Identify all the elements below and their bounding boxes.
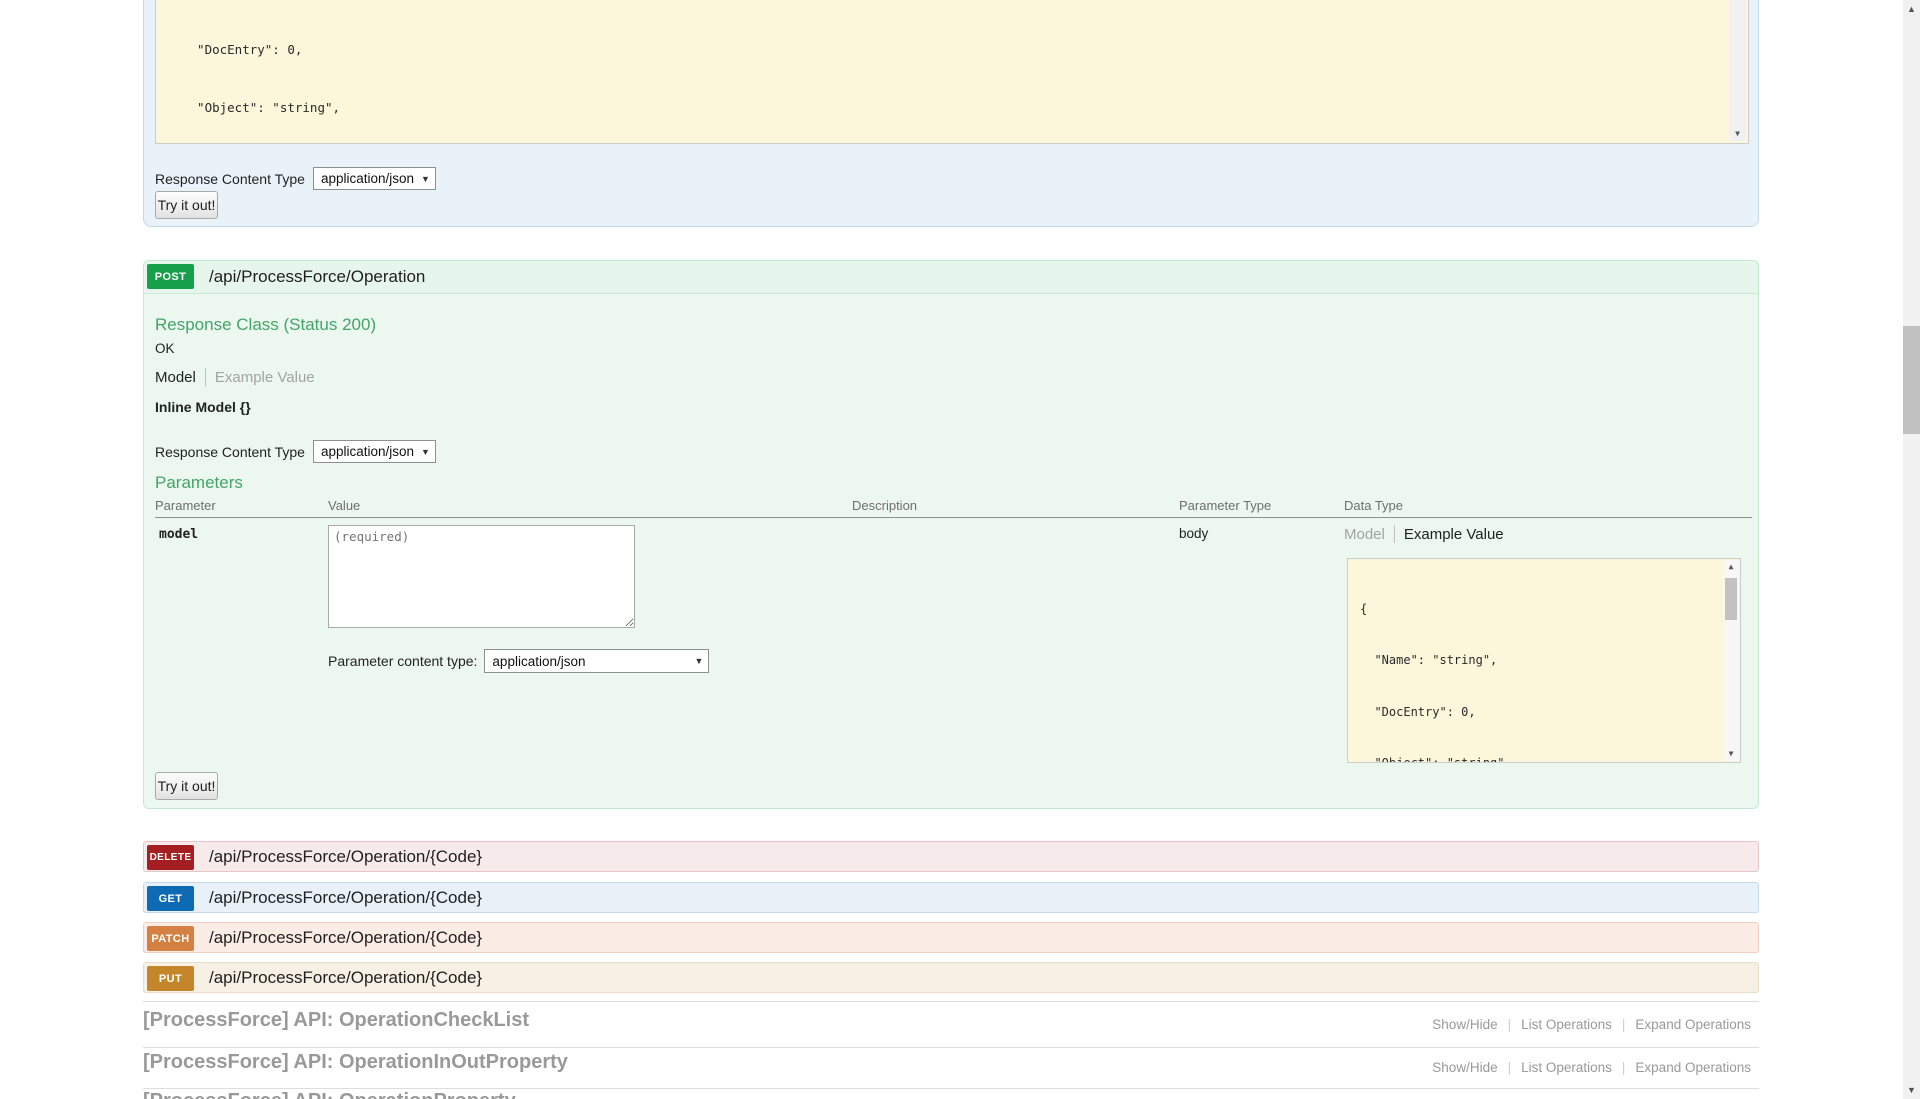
endpoint-path[interactable]: /api/ProcessForce/Operation/{Code} (209, 928, 483, 947)
link-separator: | (1507, 1017, 1512, 1032)
link-separator: | (1507, 1060, 1512, 1075)
inline-model-label: Inline Model {} (155, 399, 251, 415)
response-description: OK (155, 341, 175, 356)
try-it-out-button[interactable]: Try it out! (155, 191, 218, 219)
tab-example-value[interactable]: Example Value (214, 368, 315, 386)
selected-content-type: application/json (320, 444, 415, 459)
code-line: "Object": "string", (1360, 755, 1740, 762)
tab-model[interactable]: Model (155, 368, 196, 386)
col-header-description: Description (852, 498, 918, 513)
link-separator: | (1621, 1017, 1626, 1032)
post-operation-header[interactable]: POST /api/ProcessForce/Operation (144, 261, 1758, 294)
page-scrollbar[interactable]: ▲ ▼ (1903, 0, 1920, 1099)
operation-row-delete[interactable]: DELETE /api/ProcessForce/Operation/{Code… (143, 841, 1759, 872)
code-line: "DocEntry": 0, (182, 42, 303, 58)
code-line: "DocEntry": 0, (1360, 704, 1476, 719)
codeblock-scrollbar[interactable]: ▲ ▼ (1723, 560, 1739, 761)
operation-row-patch[interactable]: PATCH /api/ProcessForce/Operation/{Code} (143, 922, 1759, 953)
list-operations-link[interactable]: List Operations (1521, 1017, 1612, 1032)
response-content-type-label: Response Content Type (155, 170, 305, 187)
col-header-parameter: Parameter (155, 498, 216, 513)
response-class-title: Response Class (Status 200) (155, 315, 377, 334)
scroll-up-icon[interactable]: ▲ (1728, 562, 1734, 571)
table-header-divider (155, 517, 1752, 518)
scroll-down-icon[interactable]: ▼ (1735, 129, 1740, 138)
col-header-parameter-type: Parameter Type (1179, 498, 1272, 513)
selected-content-type: application/json (320, 171, 415, 186)
tab-example-value[interactable]: Example Value (1403, 525, 1504, 543)
scroll-up-icon[interactable]: ▲ (1907, 4, 1916, 14)
resource-divider (143, 1088, 1759, 1089)
col-header-value: Value (328, 498, 361, 513)
param-content-type-label: Parameter content type: (328, 653, 478, 669)
post-operation-section: POST /api/ProcessForce/Operation Respons… (143, 260, 1759, 809)
scrollbar-thumb[interactable] (1903, 326, 1920, 434)
method-badge: POST (147, 264, 194, 289)
tab-separator (204, 368, 206, 386)
param-content-type-select[interactable]: application/json ▼ (484, 649, 710, 673)
expand-operations-link[interactable]: Expand Operations (1635, 1017, 1751, 1032)
dropdown-arrow-icon: ▼ (421, 446, 430, 457)
show-hide-link[interactable]: Show/Hide (1432, 1017, 1498, 1032)
col-header-data-type: Data Type (1344, 498, 1404, 513)
resource-title-operationchecklist[interactable]: [ProcessForce] API: OperationCheckList (143, 1009, 530, 1031)
show-hide-link[interactable]: Show/Hide (1432, 1060, 1498, 1075)
method-badge: DELETE (147, 845, 194, 870)
parameters-title: Parameters (155, 473, 243, 492)
param-name: model (159, 527, 199, 542)
resource-divider (143, 1047, 1759, 1048)
endpoint-path[interactable]: /api/ProcessForce/Operation/{Code} (209, 847, 483, 866)
code-line: { (1360, 602, 1368, 617)
tab-model[interactable]: Model (1344, 525, 1385, 543)
endpoint-path[interactable]: /api/ProcessForce/Operation (209, 267, 426, 286)
resource-title-operationinoutproperty[interactable]: [ProcessForce] API: OperationInOutProper… (143, 1051, 568, 1073)
scroll-down-icon[interactable]: ▼ (1728, 749, 1734, 758)
dropdown-arrow-icon: ▼ (694, 656, 704, 666)
response-content-type-select[interactable]: application/json ▼ (312, 440, 436, 463)
endpoint-path[interactable]: /api/ProcessForce/Operation/{Code} (209, 968, 483, 987)
operation-row-get[interactable]: GET /api/ProcessForce/Operation/{Code} (143, 882, 1759, 913)
operation-row-put[interactable]: PUT /api/ProcessForce/Operation/{Code} (143, 962, 1759, 993)
method-badge: GET (147, 886, 194, 911)
expand-operations-link[interactable]: Expand Operations (1635, 1060, 1751, 1075)
code-line: "Object": "string", (182, 100, 341, 116)
response-content-type-select[interactable]: application/json ▼ (312, 167, 436, 190)
response-content-type-label: Response Content Type (155, 443, 305, 460)
link-separator: | (1621, 1060, 1626, 1075)
selected-content-type: application/json (492, 653, 586, 669)
resource-divider (143, 1001, 1759, 1002)
top-operation-section: "DocEntry": 0, "Object": "string", "LogI… (143, 0, 1759, 227)
tab-separator (1393, 525, 1395, 543)
method-badge: PUT (147, 966, 194, 991)
endpoint-path[interactable]: /api/ProcessForce/Operation/{Code} (209, 888, 483, 907)
scroll-down-icon[interactable]: ▼ (1907, 1085, 1916, 1095)
try-it-out-button[interactable]: Try it out! (155, 772, 218, 800)
dropdown-arrow-icon: ▼ (421, 173, 430, 184)
scrollbar-thumb[interactable] (1725, 578, 1737, 620)
code-line: "Name": "string", (1360, 653, 1498, 668)
param-type: body (1179, 526, 1209, 541)
example-value-codeblock: { "Name": "string", "DocEntry": 0, "Obje… (1347, 558, 1741, 763)
resource-title-operationproperty[interactable]: [ProcessForce] API: OperationProperty (143, 1090, 516, 1099)
method-badge: PATCH (147, 926, 194, 951)
list-operations-link[interactable]: List Operations (1521, 1060, 1612, 1075)
codeblock-scrollbar[interactable]: ▼ (1729, 0, 1746, 141)
param-value-textarea[interactable] (328, 525, 635, 628)
response-model-codeblock: "DocEntry": 0, "Object": "string", "LogI… (155, 0, 1749, 144)
